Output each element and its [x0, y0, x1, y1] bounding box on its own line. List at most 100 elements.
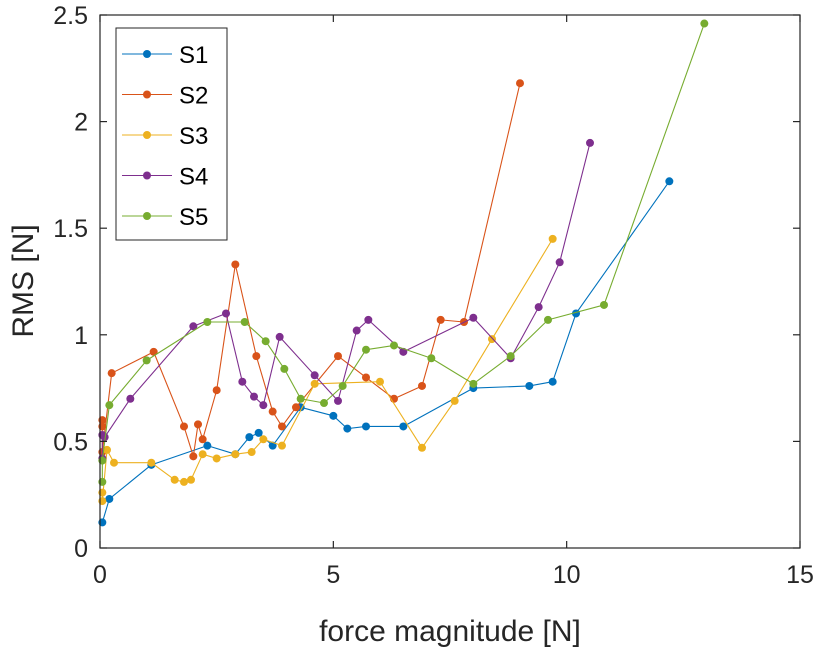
legend-label: S1	[179, 42, 208, 69]
data-point-s5	[362, 345, 370, 354]
data-point-s5	[240, 318, 249, 327]
y-tick-label: 0.5	[53, 428, 88, 456]
legend-swatch-marker	[143, 171, 151, 180]
data-point-s4	[586, 138, 594, 147]
data-point-s1	[329, 411, 338, 420]
x-tick-label: 0	[93, 561, 107, 589]
data-point-s1	[362, 422, 370, 431]
data-point-s3	[180, 477, 188, 486]
data-point-s3	[110, 458, 118, 467]
legend-swatch-marker	[143, 212, 151, 220]
data-point-s2	[194, 420, 202, 429]
x-axis-title: force magnitude [N]	[319, 615, 581, 648]
series-line-s3	[101, 238, 554, 502]
legend-box	[115, 27, 228, 241]
legend-item-s2: S2	[122, 83, 208, 110]
data-point-s2	[418, 381, 426, 390]
data-point-s4	[189, 322, 198, 331]
legend-label: S3	[179, 123, 208, 150]
data-point-s1	[665, 177, 674, 186]
data-point-s3	[259, 435, 268, 444]
data-point-s3	[488, 335, 496, 344]
y-axis-title: RMS [N]	[7, 224, 40, 337]
data-point-s1	[254, 428, 263, 437]
data-point-s5	[469, 379, 478, 388]
data-point-s4	[469, 313, 478, 322]
data-point-s3	[310, 379, 319, 388]
data-point-s2	[180, 422, 188, 431]
data-point-s1	[343, 424, 352, 433]
data-point-s1	[105, 494, 114, 503]
data-point-s5	[320, 399, 328, 408]
data-point-s5	[338, 381, 347, 390]
data-point-s5	[296, 394, 305, 403]
data-point-s3	[231, 450, 240, 459]
data-point-s5	[203, 318, 212, 327]
data-point-s1	[399, 422, 408, 431]
data-point-s2	[268, 407, 277, 416]
legend-item-s3: S3	[122, 123, 208, 150]
data-point-s1	[525, 381, 534, 390]
legend-label: S2	[179, 83, 208, 110]
series-s3	[98, 234, 557, 506]
legend-swatch-marker	[143, 90, 151, 99]
series-line-s4	[101, 142, 591, 459]
data-point-s2	[292, 403, 300, 412]
data-point-s3	[187, 475, 195, 484]
data-point-s3	[450, 396, 459, 405]
y-tick-label: 1	[74, 322, 88, 350]
data-point-s2	[252, 352, 261, 361]
data-point-s2	[516, 79, 524, 88]
legend-swatch-marker	[143, 131, 151, 139]
data-point-s1	[203, 441, 212, 450]
data-point-s5	[506, 352, 515, 361]
data-point-s4	[364, 315, 373, 324]
data-point-s3	[278, 441, 286, 450]
legend: S1 S2 S3 S4 S5	[115, 27, 228, 241]
legend-label: S5	[179, 204, 208, 231]
data-point-s5	[390, 341, 398, 350]
data-point-s5	[544, 315, 552, 324]
data-point-s4	[334, 396, 342, 405]
data-point-s4	[310, 371, 319, 380]
data-point-s3	[212, 454, 221, 463]
data-point-s5	[427, 354, 436, 363]
data-point-s4	[238, 377, 247, 386]
y-tick-label: 1.5	[53, 215, 88, 243]
legend-label: S4	[179, 164, 208, 191]
data-point-s2	[149, 347, 158, 356]
y-tick-label: 2.5	[53, 2, 88, 30]
series-line-s2	[101, 83, 521, 457]
ticks-layer	[99, 14, 801, 549]
data-point-s5	[105, 401, 114, 410]
x-tick-label: 10	[553, 561, 581, 589]
data-point-s5	[280, 364, 289, 373]
legend-item-s5: S5	[122, 204, 208, 231]
data-point-s4	[352, 326, 361, 335]
data-point-s2	[189, 452, 198, 461]
y-tick-label: 2	[74, 109, 88, 137]
data-point-s2	[107, 369, 116, 378]
y-tick-label: 0	[74, 535, 88, 563]
x-tick-label: 15	[786, 561, 814, 589]
data-point-s4	[250, 392, 258, 401]
data-point-s3	[247, 448, 256, 457]
data-point-s2	[212, 386, 221, 395]
series-s4	[98, 138, 594, 463]
data-point-s3	[548, 234, 557, 243]
data-point-s2	[362, 373, 370, 382]
series-layer	[98, 19, 709, 527]
legend-item-s1: S1	[122, 42, 208, 69]
data-point-s2	[436, 315, 445, 324]
data-point-s3	[198, 450, 207, 459]
data-point-s5	[600, 300, 608, 309]
data-point-s3	[376, 377, 384, 386]
data-point-s2	[231, 260, 240, 269]
data-point-s5	[261, 337, 270, 346]
data-point-s4	[126, 394, 135, 403]
data-point-s4	[222, 309, 230, 318]
data-point-s4	[534, 303, 543, 312]
legend-swatch-marker	[143, 50, 151, 58]
legend-items: S1 S2 S3 S4 S5	[122, 42, 208, 231]
data-point-s1	[245, 433, 254, 442]
